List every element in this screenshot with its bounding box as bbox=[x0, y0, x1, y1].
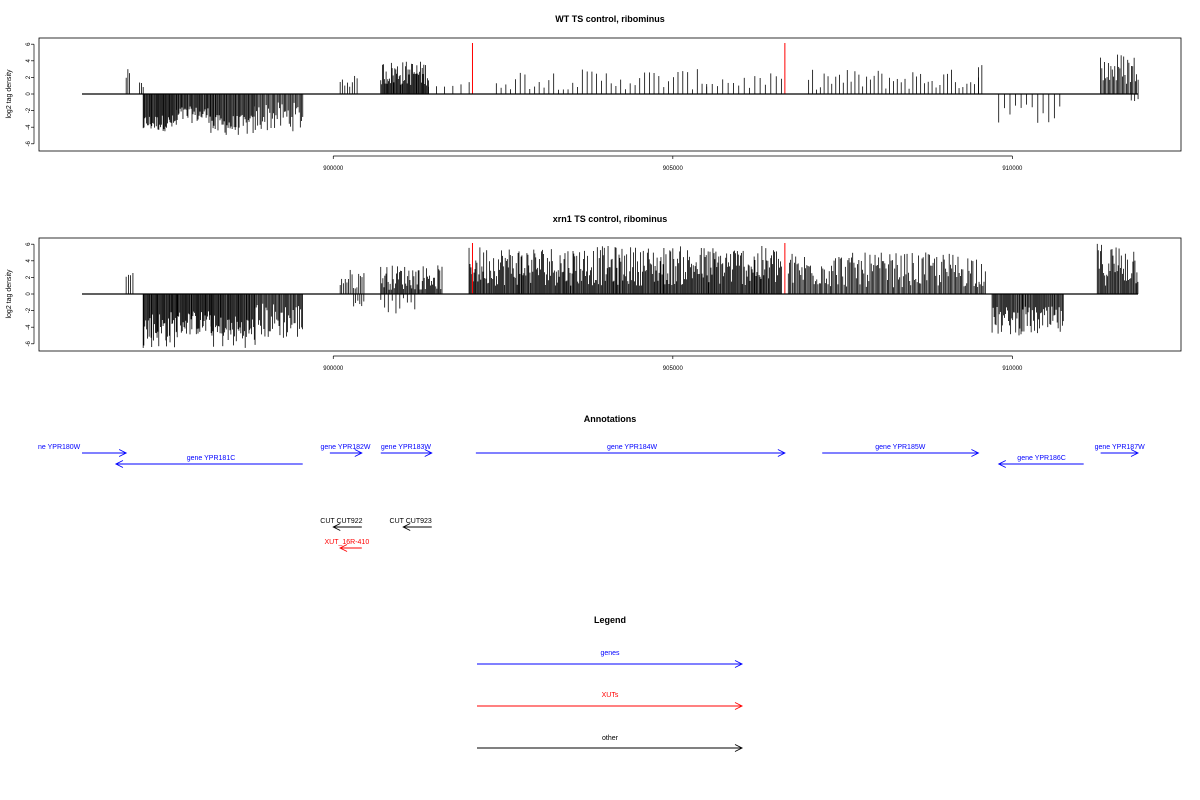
gene-label: ne YPR180W bbox=[38, 444, 81, 451]
plot-frame bbox=[38, 237, 1182, 352]
y-tick-label: 0 bbox=[26, 92, 32, 96]
x-tick-label: 900000 bbox=[323, 166, 344, 172]
cut-label: CUT CUT923 bbox=[390, 518, 432, 525]
y-axis: -6 -4 -2 0 2 4 6 bbox=[26, 42, 35, 146]
bar-series bbox=[125, 243, 1139, 348]
arrow-head bbox=[734, 702, 744, 710]
arrow-head bbox=[971, 449, 980, 457]
legend-items: genes XUTs other bbox=[477, 650, 744, 752]
legend-label: XUTs bbox=[602, 692, 619, 699]
panel-title: WT TS control, ribominus bbox=[555, 14, 665, 24]
arrow-head bbox=[402, 523, 411, 531]
x-axis: 900000 905000 910000 bbox=[323, 355, 1023, 372]
legend-label: genes bbox=[600, 650, 620, 657]
y-axis: -6 -4 -2 0 2 4 6 bbox=[26, 242, 35, 346]
y-axis-label: log2 tag density bbox=[6, 69, 13, 119]
gene-label: gene YPR185W bbox=[875, 444, 925, 451]
arrow-head bbox=[424, 449, 433, 457]
x-tick-label: 910000 bbox=[1002, 366, 1023, 372]
annotations-track: Annotations ne YPR180W gene YPR181C gene Y… bbox=[38, 414, 1145, 552]
panel-xrn1: xrn1 TS control, ribominus log2 tag dens… bbox=[6, 214, 1182, 372]
arrow-head bbox=[118, 449, 128, 457]
y-tick-label: 6 bbox=[26, 242, 32, 246]
y-tick-label: -2 bbox=[26, 107, 32, 113]
y-tick-label: -2 bbox=[26, 307, 32, 313]
arrow-head bbox=[734, 744, 744, 752]
panel-title: xrn1 TS control, ribominus bbox=[553, 214, 668, 224]
gene-label: gene YPR182W bbox=[320, 444, 370, 451]
arrow-head bbox=[114, 460, 124, 468]
xut-label: XUT_16R-410 bbox=[324, 539, 369, 546]
y-tick-label: 6 bbox=[26, 42, 32, 46]
marker-lines bbox=[471, 43, 786, 94]
x-tick-label: 910000 bbox=[1002, 166, 1023, 172]
other-annotations: CUT CUT922 CUT CUT923 bbox=[320, 518, 432, 531]
gene-annotations: ne YPR180W gene YPR181C gene YPR182W gene Y… bbox=[38, 444, 1145, 468]
gene-label: gene YPR181C bbox=[187, 455, 236, 462]
arrow-head bbox=[734, 660, 744, 668]
y-tick-label: 2 bbox=[26, 75, 32, 79]
gene-label: gene YPR184W bbox=[607, 444, 657, 451]
legend: Legend genes XUTs other bbox=[477, 615, 744, 752]
y-tick-label: 2 bbox=[26, 275, 32, 279]
y-tick-label: 0 bbox=[26, 292, 32, 296]
y-axis-label: log2 tag density bbox=[6, 269, 13, 319]
legend-label: other bbox=[602, 735, 619, 742]
cut-label: CUT CUT922 bbox=[320, 518, 362, 525]
annotations-title: Annotations bbox=[584, 414, 637, 424]
gene-label: gene YPR183W bbox=[381, 444, 431, 451]
y-tick-label: 4 bbox=[26, 58, 32, 62]
arrow-head bbox=[997, 460, 1006, 468]
gene-label: gene YPR186C bbox=[1017, 455, 1066, 462]
x-axis: 900000 905000 910000 bbox=[323, 155, 1023, 172]
x-tick-label: 900000 bbox=[323, 366, 344, 372]
xut-annotations: XUT_16R-410 bbox=[324, 539, 369, 552]
bar-series bbox=[125, 54, 1139, 135]
legend-title: Legend bbox=[594, 615, 626, 625]
y-tick-label: -4 bbox=[26, 124, 32, 130]
marker-lines bbox=[471, 243, 786, 294]
arrow-head bbox=[777, 449, 786, 457]
arrow-head bbox=[354, 449, 363, 457]
plot-frame bbox=[38, 37, 1182, 152]
arrow-head bbox=[332, 523, 341, 531]
y-tick-label: -6 bbox=[26, 340, 32, 346]
panel-wt: WT TS control, ribominus log2 tag densit… bbox=[6, 14, 1182, 172]
x-tick-label: 905000 bbox=[663, 366, 684, 372]
y-tick-label: -6 bbox=[26, 140, 32, 146]
x-tick-label: 905000 bbox=[663, 166, 684, 172]
y-tick-label: -4 bbox=[26, 324, 32, 330]
arrow-head bbox=[339, 544, 348, 552]
gene-label: gene YPR187W bbox=[1095, 444, 1145, 451]
arrow-head bbox=[1130, 449, 1140, 457]
y-tick-label: 4 bbox=[26, 258, 32, 262]
